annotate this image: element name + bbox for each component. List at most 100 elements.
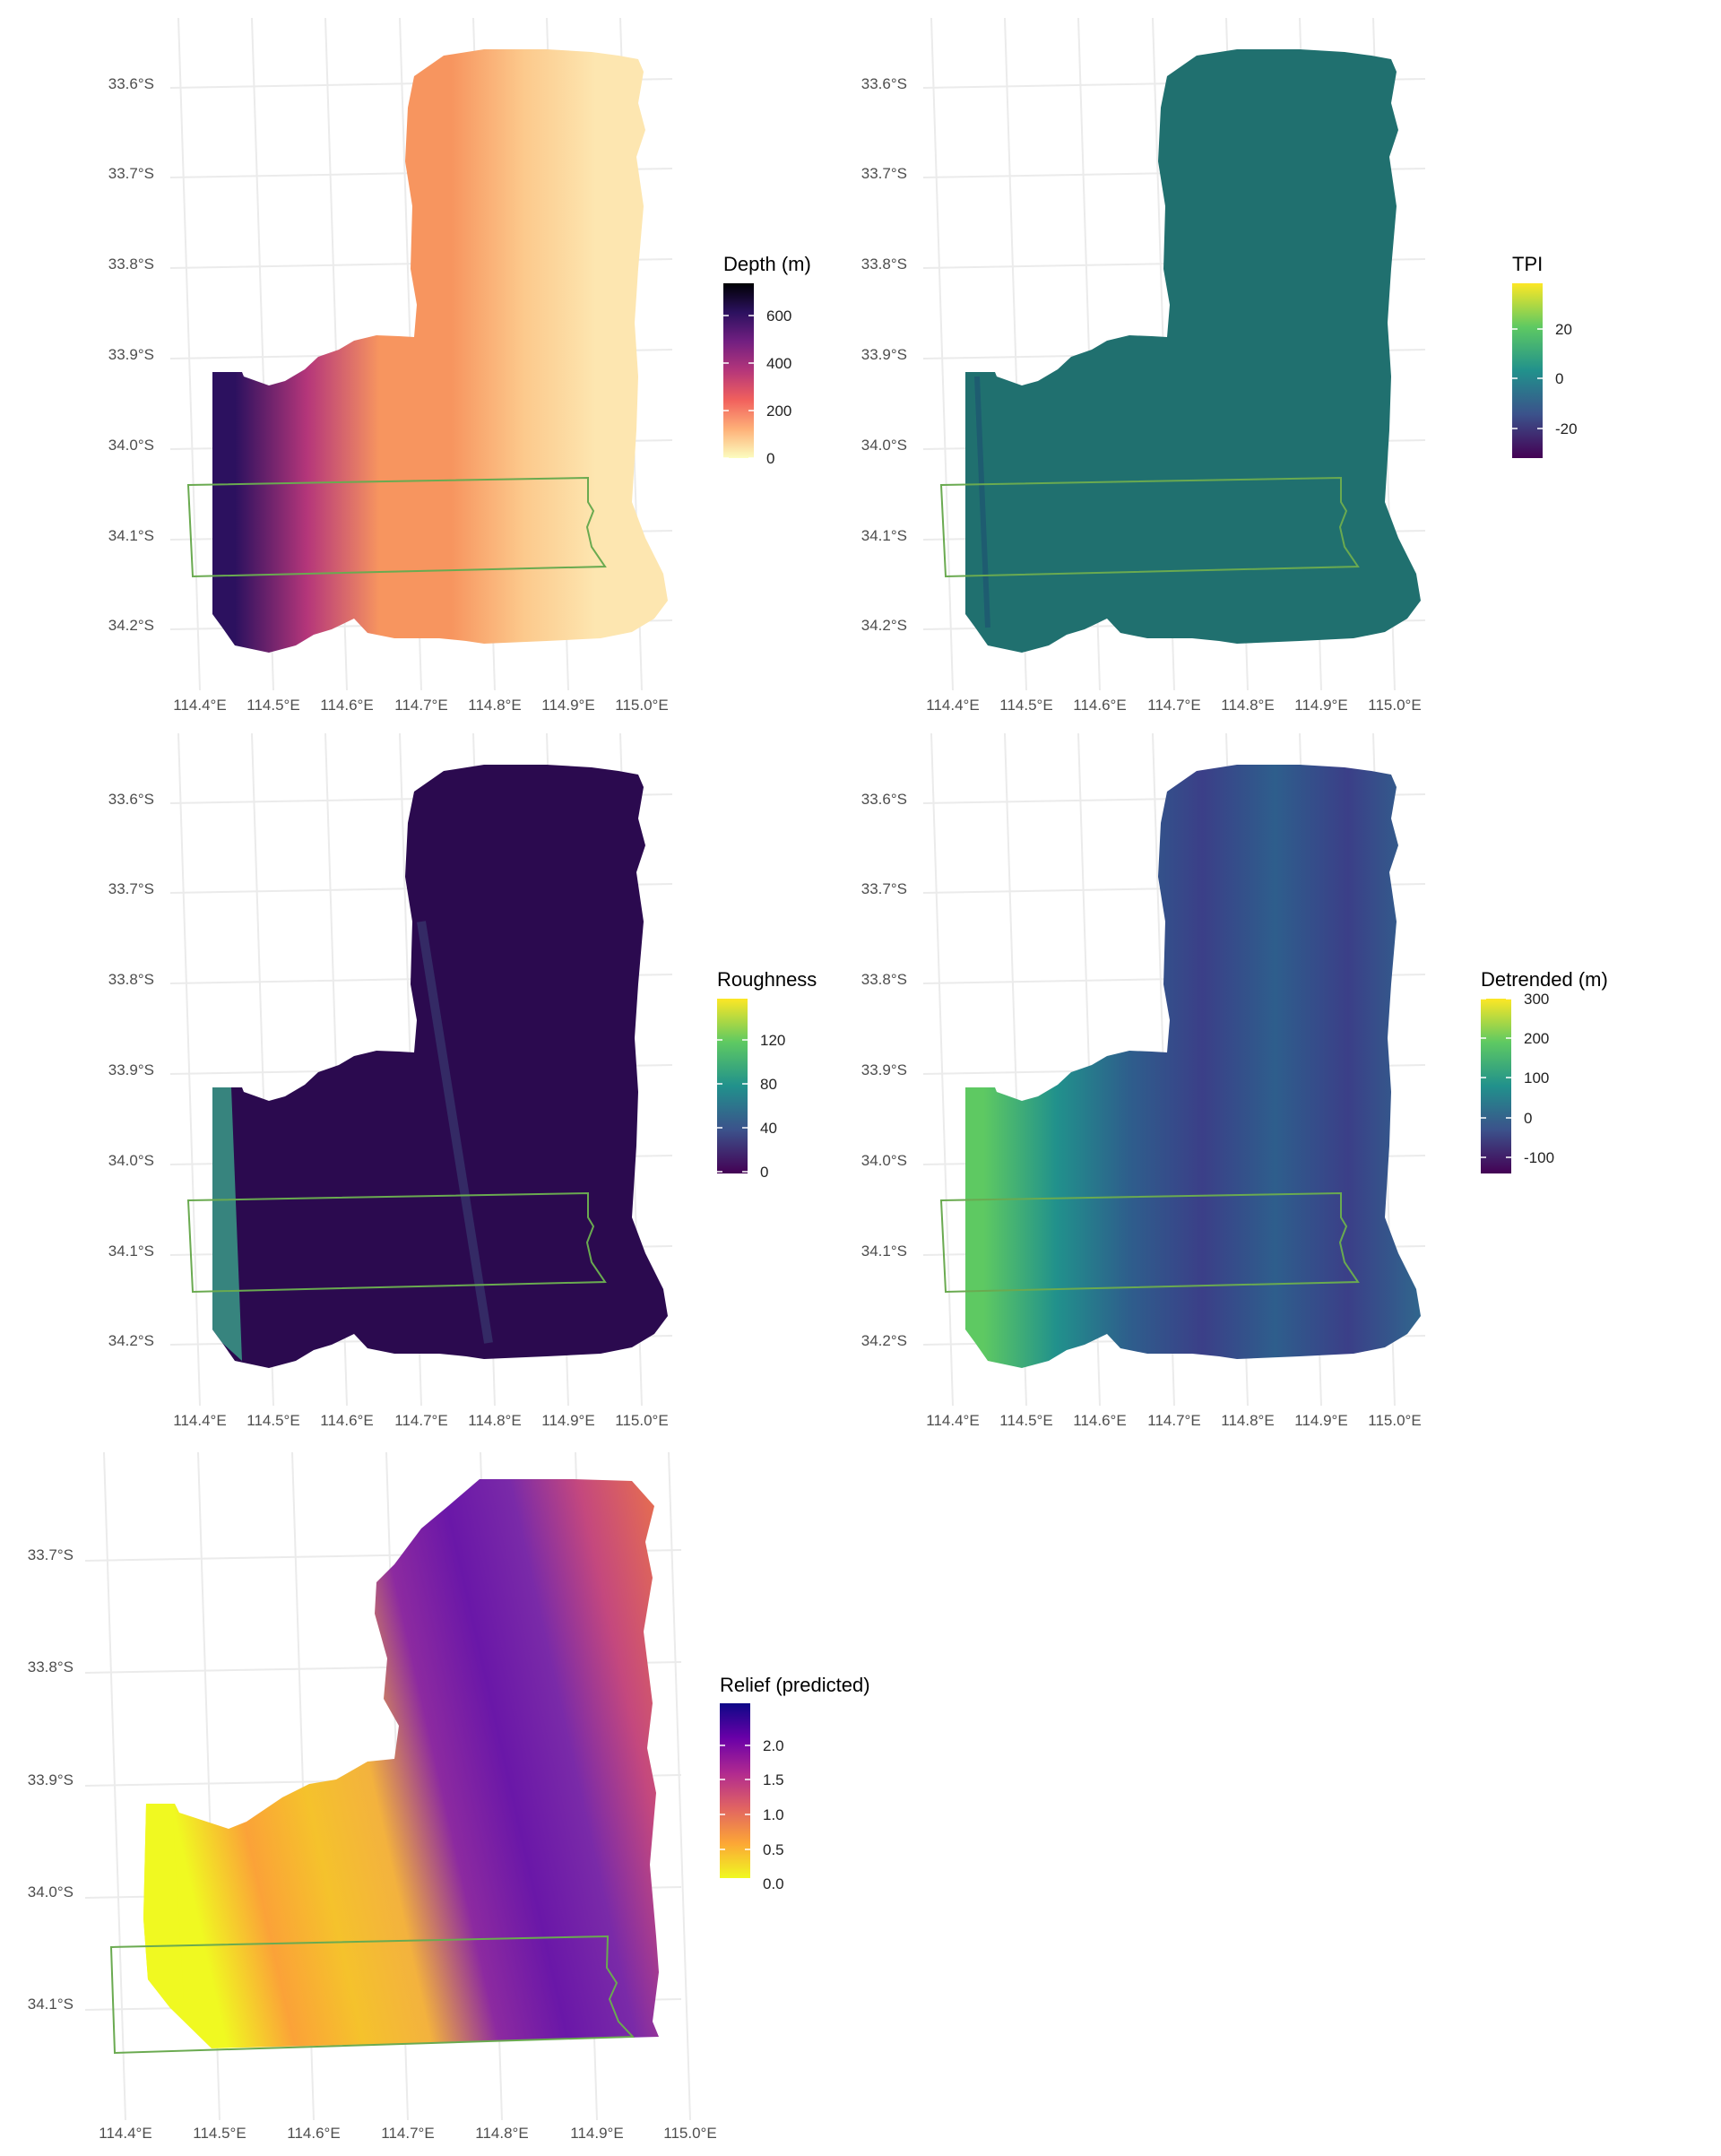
lon-label: 114.7°E (381, 2125, 434, 2142)
lon-label: 114.7°E (1147, 1412, 1200, 1429)
lon-label: 114.4°E (173, 697, 226, 714)
lat-label: 34.0°S (861, 437, 907, 454)
lon-label: 114.5°E (999, 1412, 1052, 1429)
colorbar (720, 1703, 750, 1878)
lon-label: 114.7°E (394, 697, 447, 714)
lat-label: 33.7°S (28, 1546, 74, 1563)
lon-label: 114.9°E (1294, 1412, 1347, 1429)
lon-label: 114.9°E (541, 697, 594, 714)
lon-label: 114.6°E (1073, 1412, 1126, 1429)
lat-label: 33.8°S (861, 255, 907, 273)
lon-label: 115.0°E (663, 2125, 716, 2142)
lat-label: 33.8°S (28, 1658, 74, 1675)
lat-label: 33.9°S (861, 346, 907, 363)
legend-title: Roughness (717, 968, 817, 991)
lon-label: 114.8°E (1221, 697, 1274, 714)
roughness-ridge (417, 921, 493, 1344)
legend-tpi: TPI 20 0 -20 (1512, 253, 1578, 458)
legend-tick-label: 600 (766, 307, 791, 325)
legend-tick-label: 300 (1524, 991, 1549, 1008)
lon-label: 114.9°E (541, 1412, 594, 1429)
grid-line-lon (930, 17, 954, 691)
grid-line-lon (103, 1451, 126, 2121)
lon-label: 115.0°E (1368, 1412, 1421, 1429)
legend-tick-label: 2.0 (763, 1737, 784, 1754)
tpi-edge-texture (974, 376, 990, 628)
legend-tick-label: 200 (766, 403, 791, 420)
study-box-outline (109, 1935, 636, 2055)
lon-label: 114.8°E (468, 1412, 521, 1429)
grid-line-lon (177, 17, 201, 691)
lat-label: 33.7°S (861, 165, 907, 182)
legend-detrended: Detrended (m)300 200 100 0 -100 (1481, 968, 1608, 1173)
lon-label: 114.5°E (246, 697, 299, 714)
map-panel-detrended: 33.6°S 33.7°S 33.8°S 33.9°S 34.0°S 34.1°S 34.2… (861, 732, 1426, 1429)
study-box-outline (186, 1191, 607, 1294)
lon-label: 114.4°E (173, 1412, 226, 1429)
legend-tick-label: 0 (766, 450, 774, 467)
colorbar (723, 283, 754, 458)
lat-label: 33.6°S (108, 75, 154, 92)
raster-tpi (965, 49, 1421, 653)
legend-tick-label: -100 (1524, 1149, 1554, 1166)
legend-title: Relief (predicted) (720, 1674, 870, 1696)
legend-tick-label: 0 (1555, 370, 1563, 387)
lat-label: 34.2°S (108, 1332, 154, 1349)
lon-label: 114.7°E (1147, 697, 1200, 714)
lon-label: 114.5°E (999, 697, 1052, 714)
lat-label: 33.9°S (108, 346, 154, 363)
roughness-edge-band (212, 1087, 242, 1361)
lat-label: 34.0°S (108, 437, 154, 454)
legend-tick-label: 40 (760, 1120, 777, 1137)
legend-relief: Relief (predicted) 2.0 1.5 1.0 0.5 0.0 (720, 1674, 870, 1892)
lon-label: 114.6°E (287, 2125, 340, 2142)
legend-tick-label: 200 (1524, 1030, 1549, 1047)
lon-label: 115.0°E (615, 697, 668, 714)
lon-label: 114.9°E (1294, 697, 1347, 714)
lon-label: 115.0°E (615, 1412, 668, 1429)
lat-label: 33.9°S (861, 1061, 907, 1078)
legend-title: Detrended (m) (1481, 968, 1608, 991)
legend-title: Depth (m) (723, 253, 811, 275)
lon-label: 114.8°E (1221, 1412, 1274, 1429)
legend-tick-label: 80 (760, 1076, 777, 1093)
lat-label: 34.1°S (108, 527, 154, 544)
lon-label: 114.9°E (570, 2125, 623, 2142)
lat-label: 33.7°S (108, 880, 154, 897)
map-panel-relief: 33.7°S 33.8°S 33.9°S 34.0°S 34.1°S 114.4°E 114… (28, 1451, 717, 2142)
lon-label: 114.4°E (926, 1412, 979, 1429)
map-panel-depth: 33.6°S 33.7°S 33.8°S 33.9°S 34.0°S 34.1°S 34.2… (108, 17, 673, 714)
legend-tick-label: 120 (760, 1032, 785, 1049)
study-box-outline (186, 476, 607, 578)
raster-detrended (965, 765, 1421, 1368)
lat-label: 33.9°S (108, 1061, 154, 1078)
grid-line-lon (177, 732, 201, 1407)
lat-label: 34.2°S (861, 617, 907, 634)
legend-roughness: Roughness 120 80 40 0 (717, 968, 817, 1181)
grid-line-lon (668, 1451, 691, 2121)
lat-label: 33.7°S (861, 880, 907, 897)
lon-label: 114.5°E (246, 1412, 299, 1429)
raster-relief (143, 1479, 659, 2048)
legend-tick-label: 0.5 (763, 1841, 784, 1858)
lat-label: 34.0°S (861, 1152, 907, 1169)
lat-label: 33.7°S (108, 165, 154, 182)
legend-tick-label: 1.0 (763, 1806, 784, 1823)
lat-label: 33.6°S (861, 791, 907, 808)
relief-edge-band (143, 1804, 184, 2008)
lon-label: 114.7°E (394, 1412, 447, 1429)
lat-label: 33.9°S (28, 1771, 74, 1788)
colorbar (1481, 999, 1511, 1173)
lon-label: 114.8°E (475, 2125, 528, 2142)
lon-label: 114.6°E (320, 697, 373, 714)
lon-label: 115.0°E (1368, 697, 1421, 714)
lat-label: 34.0°S (28, 1883, 74, 1901)
legend-tick-label: 400 (766, 355, 791, 372)
lon-label: 114.6°E (320, 1412, 373, 1429)
study-box-outline (939, 476, 1360, 578)
lat-label: 33.8°S (108, 255, 154, 273)
colorbar (717, 999, 748, 1173)
lat-label: 34.0°S (108, 1152, 154, 1169)
lon-label: 114.5°E (193, 2125, 246, 2142)
legend-tick-label: 0 (760, 1164, 768, 1181)
